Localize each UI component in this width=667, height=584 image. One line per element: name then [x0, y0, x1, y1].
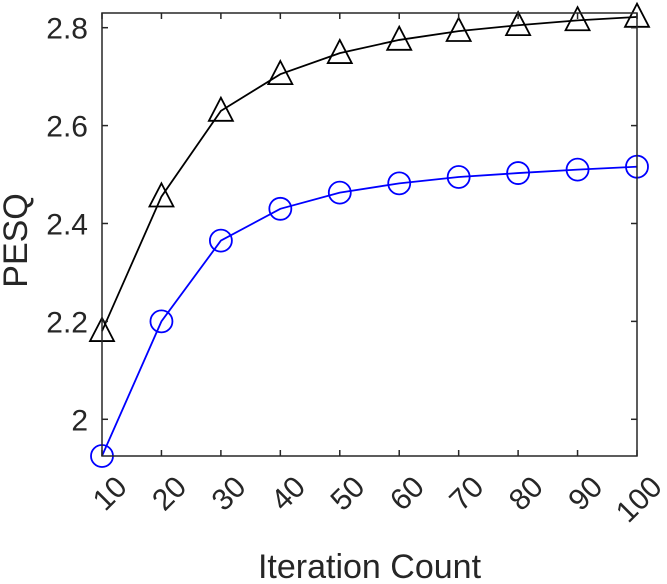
series-line-circle — [101, 165, 638, 457]
y-tick-label: 2.8 — [46, 13, 88, 46]
x-tick-label: 60 — [384, 470, 431, 517]
data-point-triangle — [207, 95, 235, 122]
series-circle — [90, 154, 649, 468]
x-tick-label: 90 — [562, 470, 609, 517]
x-tick-label: 80 — [503, 470, 550, 517]
data-point-circle — [208, 228, 233, 253]
data-point-triangle — [326, 37, 354, 64]
plot-frame — [101, 12, 638, 457]
series-layer — [88, 1, 651, 468]
y-tick-label: 2.4 — [46, 208, 88, 241]
x-tick-label: 10 — [87, 470, 134, 517]
data-point-triangle — [385, 24, 413, 51]
data-point-triangle — [266, 59, 294, 85]
data-point-circle — [506, 161, 531, 185]
data-point-triangle — [564, 5, 592, 32]
data-point-triangle — [147, 181, 175, 208]
y-axis-label: PESQ — [0, 193, 35, 287]
data-point-circle — [149, 309, 174, 334]
series-triangle — [88, 1, 651, 342]
x-tick-label: 40 — [265, 470, 312, 517]
y-tick-label: 2.6 — [46, 111, 88, 144]
x-tick-label: 20 — [146, 470, 193, 517]
x-tick-label: 30 — [206, 470, 253, 517]
data-point-triangle — [445, 15, 473, 42]
x-tick-label: 70 — [443, 470, 490, 517]
data-point-circle — [565, 157, 590, 182]
axis-layer: 10 20 30 40 50 60 70 80 90 100 2 2.2 2.4 2.6 2.8 — [46, 13, 667, 529]
series-line-triangle — [101, 16, 638, 332]
data-point-circle — [387, 171, 412, 196]
x-tick-label: 50 — [324, 470, 371, 517]
data-point-triangle — [504, 10, 532, 37]
x-axis-label: Iteration Count — [258, 548, 482, 584]
x-tick-label: 100 — [610, 470, 667, 529]
data-point-circle — [446, 165, 471, 189]
data-point-circle — [268, 196, 293, 221]
data-point-circle — [327, 180, 352, 205]
y-tick-label: 2.2 — [46, 306, 88, 339]
y-tick-label: 2 — [71, 404, 88, 437]
